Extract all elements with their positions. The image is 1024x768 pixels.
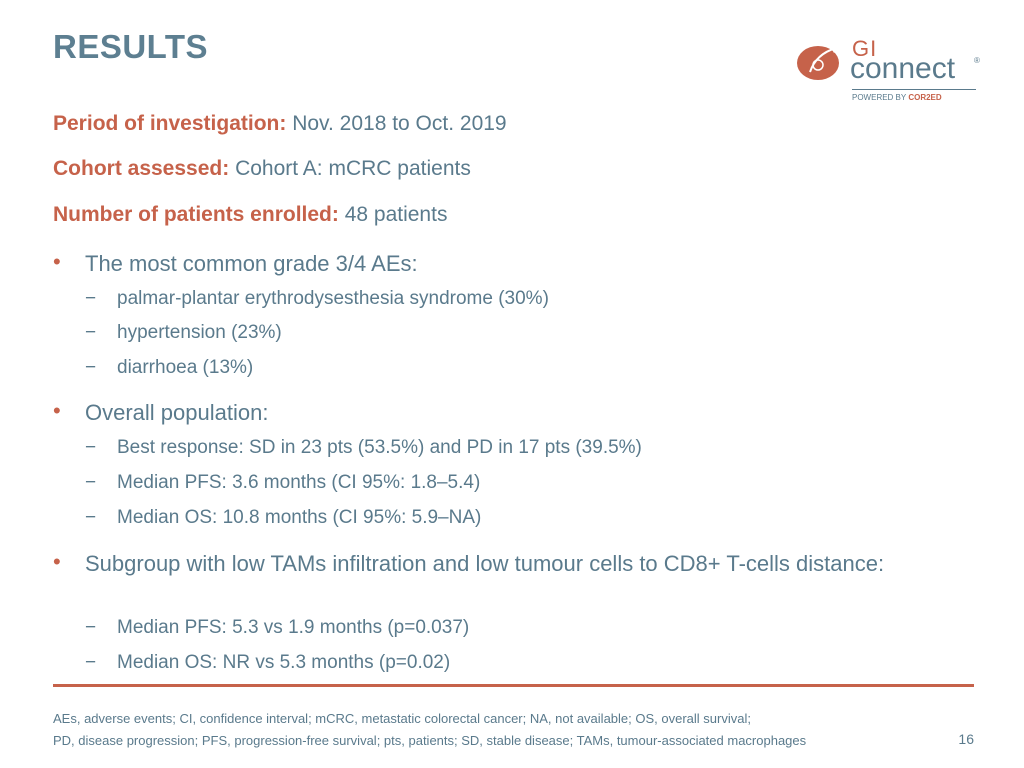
- logo-powered-by-text: POWERED BY: [852, 93, 907, 102]
- period-of-investigation: Period of investigation: Nov. 2018 to Oc…: [53, 112, 507, 136]
- logo-connect-text: connect: [850, 52, 956, 85]
- period-value: Nov. 2018 to Oct. 2019: [292, 112, 507, 135]
- abbreviations-footnote: AEs, adverse events; CI, confidence inte…: [53, 708, 806, 752]
- logo-brand-text: COR2ED: [908, 93, 942, 102]
- dash-marker: −: [85, 652, 97, 673]
- bullet-text: Overall population:: [85, 400, 269, 425]
- sub-bullet-text: Median PFS: 3.6 months (CI 95%: 1.8–5.4): [117, 472, 481, 493]
- dash-marker: −: [85, 322, 97, 343]
- logo-gi-text: GI: [852, 36, 878, 61]
- bullet-marker: •: [53, 549, 61, 574]
- enrolled-label: Number of patients enrolled:: [53, 203, 339, 226]
- gi-connect-logo: GI connect ® POWERED BY COR2ED: [796, 36, 986, 108]
- bullet-text: The most common grade 3/4 AEs:: [85, 251, 418, 276]
- footnote-line: PD, disease progression; PFS, progressio…: [53, 733, 807, 748]
- cohort-assessed: Cohort assessed: Cohort A: mCRC patients: [53, 157, 471, 181]
- sub-bullet-text: Median OS: 10.8 months (CI 95%: 5.9–NA): [117, 507, 482, 528]
- dash-marker: −: [85, 617, 97, 638]
- sub-bullet-text: hypertension (23%): [117, 322, 282, 343]
- period-label: Period of investigation:: [53, 112, 287, 135]
- cohort-value: Cohort A: mCRC patients: [235, 157, 471, 180]
- dash-marker: −: [85, 357, 97, 378]
- sub-bullet-text: Median PFS: 5.3 vs 1.9 months (p=0.037): [117, 617, 470, 638]
- bullet-text: Subgroup with low TAMs infiltration and …: [85, 551, 885, 576]
- dash-marker: −: [85, 437, 97, 458]
- page-title: RESULTS: [53, 28, 209, 65]
- sub-bullet-text: palmar-plantar erythrodysesthesia syndro…: [117, 288, 549, 309]
- dash-marker: −: [85, 472, 97, 493]
- dash-marker: −: [85, 288, 97, 309]
- logo-registered-mark: ®: [974, 56, 980, 65]
- logo-mark-icon: [797, 46, 839, 80]
- cohort-label: Cohort assessed:: [53, 157, 230, 180]
- sub-bullet-text: diarrhoea (13%): [117, 357, 254, 378]
- sub-bullet-text: Best response: SD in 23 pts (53.5%) and …: [117, 437, 642, 458]
- footnote-line: AEs, adverse events; CI, confidence inte…: [53, 711, 751, 726]
- bullet-marker: •: [53, 249, 61, 274]
- dash-marker: −: [85, 507, 97, 528]
- bullet-marker: •: [53, 398, 61, 423]
- patients-enrolled: Number of patients enrolled: 48 patients: [53, 203, 447, 227]
- sub-bullet-text: Median OS: NR vs 5.3 months (p=0.02): [117, 652, 451, 673]
- page-number: 16: [958, 731, 974, 747]
- footer-divider: [53, 684, 974, 687]
- enrolled-value: 48 patients: [344, 203, 448, 226]
- logo-powered-by: POWERED BY COR2ED: [852, 93, 942, 102]
- logo-divider: [852, 89, 976, 90]
